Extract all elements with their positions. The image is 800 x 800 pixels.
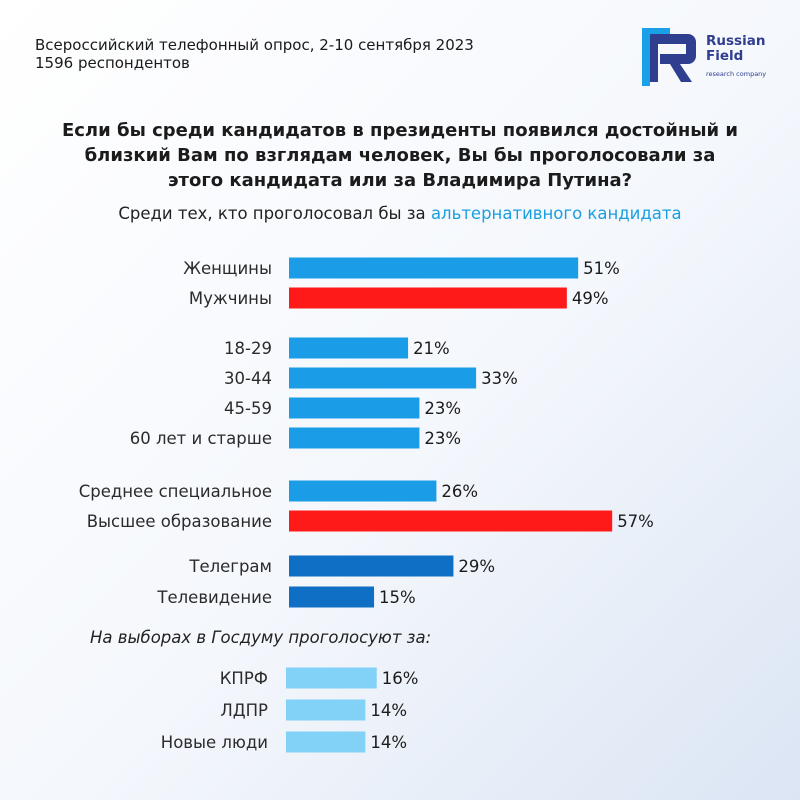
logo-mark-icon [642, 28, 696, 86]
category-label: Телевидение [156, 588, 272, 607]
bar [289, 257, 579, 279]
russian-field-logo: Russian Field research company [640, 26, 770, 88]
category-label: Мужчины [189, 289, 272, 308]
value-label: 26% [441, 482, 478, 501]
category-label: Новые люди [161, 733, 268, 752]
category-label: Телеграм [188, 557, 272, 576]
value-label: 33% [481, 369, 518, 388]
category-label: ЛДПР [220, 701, 268, 720]
value-label: 29% [458, 557, 495, 576]
bar [289, 287, 567, 309]
question-line-1: Если бы среди кандидатов в президенты по… [61, 120, 739, 141]
value-label: 21% [413, 339, 450, 358]
category-label: 30-44 [224, 369, 272, 388]
logo-tagline: research company [706, 70, 767, 78]
value-label: 23% [424, 429, 461, 448]
chart-subtitle: Среди тех, кто проголосовал бы за альтер… [60, 204, 740, 223]
bar [289, 367, 477, 389]
subtitle-accent: альтернативного кандидата [430, 204, 682, 223]
survey-dates: Всероссийский телефонный опрос, 2-10 сен… [35, 36, 474, 54]
logo-wordmark: Russian Field [706, 34, 765, 64]
category-label: 60 лет и старше [130, 429, 272, 448]
logo-name-line1: Russian [706, 33, 766, 49]
bar [289, 427, 420, 449]
bar [286, 731, 366, 753]
value-label: 14% [370, 701, 407, 720]
bar [289, 480, 437, 502]
duma-section-label: На выборах в Госдуму проголосуют за: [90, 628, 432, 647]
subtitle-prefix: Среди тех, кто проголосовал бы за [118, 204, 426, 223]
question-line-3: этого кандидата или за Владимира Путина? [167, 170, 633, 191]
bar [289, 397, 420, 419]
value-label: 57% [617, 512, 654, 531]
question-line-2: близкий Вам по взглядам человек, Вы бы п… [84, 145, 716, 166]
bar [286, 699, 366, 721]
category-label: Среднее специальное [79, 482, 272, 501]
bar [289, 586, 375, 608]
category-label: 45-59 [224, 399, 272, 418]
value-label: 51% [583, 259, 620, 278]
question-title: Если бы среди кандидатов в президенты по… [60, 118, 740, 193]
category-label: 18-29 [224, 339, 272, 358]
bar [289, 337, 409, 359]
category-label: Женщины [183, 259, 272, 278]
category-label: Высшее образование [87, 512, 272, 531]
value-label: 23% [424, 399, 461, 418]
value-label: 16% [382, 669, 419, 688]
bar [286, 667, 377, 689]
value-label: 15% [379, 588, 416, 607]
logo-name-line2: Field [706, 48, 744, 64]
value-label: 14% [370, 733, 407, 752]
category-label: КПРФ [220, 669, 268, 688]
bar [289, 510, 613, 532]
value-label: 49% [572, 289, 609, 308]
bar [289, 555, 454, 577]
survey-respondents: 1596 респондентов [35, 54, 190, 72]
survey-info: Всероссийский телефонный опрос, 2-10 сен… [35, 36, 474, 72]
